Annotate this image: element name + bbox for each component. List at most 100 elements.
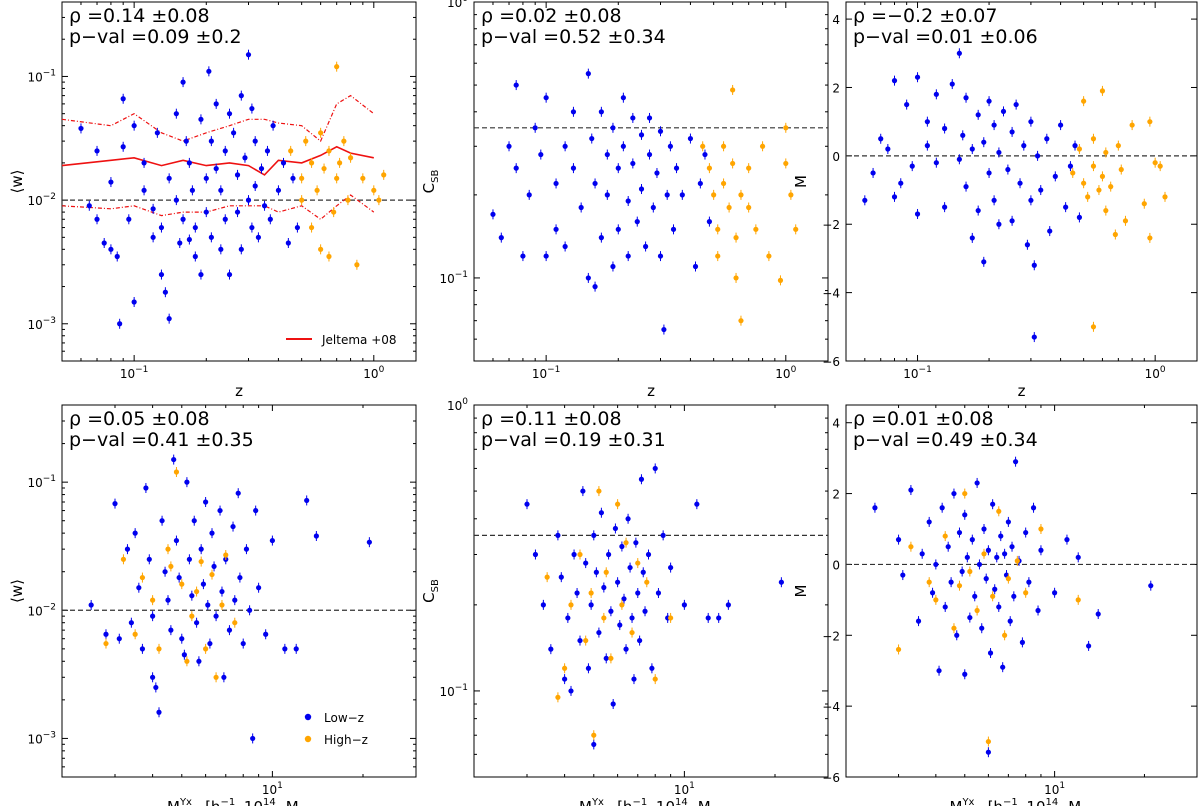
data-point [733, 275, 739, 281]
data-point [555, 694, 561, 700]
data-point [1108, 184, 1114, 190]
data-point [596, 629, 602, 636]
data-point [885, 146, 891, 152]
data-point [1147, 119, 1153, 125]
data-point [652, 676, 658, 682]
data-point [975, 112, 981, 118]
data-point [778, 579, 784, 585]
data-point [255, 234, 262, 240]
data-point [933, 91, 939, 97]
data-point [711, 192, 717, 198]
data-point [304, 497, 310, 504]
data-point [981, 551, 987, 557]
data-point [585, 665, 592, 671]
y-tick-label: 10−1 [439, 683, 468, 699]
panel-csb_vs_mass: 101 10−1 100 ρ =0.11 ±0.08p−val =0.19 ±0.31… [420, 397, 829, 806]
data-point [1011, 593, 1017, 599]
data-point [962, 671, 968, 677]
data-point [578, 204, 584, 211]
data-point [645, 551, 652, 558]
data-point [1002, 551, 1008, 557]
data-point [660, 532, 666, 538]
data-point [234, 209, 241, 215]
data-point [189, 613, 195, 619]
data-point [733, 235, 739, 241]
data-point [126, 216, 132, 222]
data-point [591, 741, 597, 748]
data-point [646, 115, 653, 121]
data-point [915, 618, 922, 624]
data-point [303, 138, 309, 144]
data-point [601, 615, 607, 621]
data-point [1112, 231, 1118, 238]
data-point [1012, 459, 1019, 465]
data-point [942, 604, 948, 610]
data-point [173, 469, 180, 475]
data-point [544, 574, 550, 580]
data-point [246, 607, 253, 613]
x-tick-label: 100 [1145, 365, 1166, 381]
data-point [585, 275, 591, 281]
data-point [644, 579, 650, 585]
data-point [219, 602, 225, 608]
data-point [250, 735, 256, 742]
data-point [1000, 108, 1007, 115]
data-point [638, 132, 645, 138]
data-point [520, 253, 526, 259]
jeltema-upper-line [61, 94, 375, 143]
data-point [186, 236, 192, 243]
data-point [553, 226, 559, 232]
x-tick-label: 10−1 [903, 365, 932, 381]
data-point [1072, 143, 1078, 149]
data-point [996, 221, 1002, 227]
data-point [954, 632, 960, 638]
data-point [983, 576, 989, 582]
data-point [354, 262, 360, 268]
jeltema-lower-line [61, 194, 375, 221]
data-point [627, 564, 633, 571]
data-point [326, 148, 332, 154]
data-point [681, 602, 687, 608]
data-point [86, 203, 92, 209]
data-point [114, 253, 120, 260]
data-point [720, 143, 727, 149]
data-point [314, 187, 320, 193]
data-point [862, 197, 868, 203]
data-point [985, 749, 991, 755]
data-point [870, 170, 876, 176]
data-point [1075, 554, 1081, 560]
data-point [612, 525, 619, 532]
data-point [168, 563, 174, 570]
data-point [667, 143, 674, 149]
data-point [623, 646, 629, 652]
data-point [1099, 88, 1106, 94]
data-point [981, 259, 987, 265]
data-point [198, 546, 204, 552]
data-point [738, 192, 744, 198]
pval-stat: p−val =0.01 ±0.06 [853, 26, 1038, 48]
data-point [592, 180, 598, 187]
legend-label-low-z: Low−z [324, 711, 364, 725]
panel-csb_vs_z: 10−1 100 10−1 100 ρ =0.02 ±0.08p−val =0.52 ±… [420, 0, 829, 400]
data-point [1152, 160, 1158, 166]
series-high-z [544, 486, 674, 741]
data-point [562, 143, 568, 149]
data-point [571, 551, 577, 558]
data-point [1000, 664, 1006, 670]
data-point [189, 187, 195, 193]
data-point [967, 568, 973, 575]
data-point [633, 540, 639, 546]
data-point [646, 151, 653, 158]
data-point [150, 206, 156, 212]
data-point [986, 170, 992, 176]
data-point [288, 148, 294, 154]
pval-stat: p−val =0.49 ±0.34 [853, 429, 1038, 451]
data-point [213, 101, 219, 107]
x-tick-label: 101 [1044, 781, 1065, 797]
data-point [619, 543, 625, 550]
data-point [570, 109, 577, 115]
data-point [156, 709, 162, 715]
data-point [1005, 519, 1011, 525]
data-point [1064, 537, 1070, 543]
data-point [120, 144, 126, 150]
